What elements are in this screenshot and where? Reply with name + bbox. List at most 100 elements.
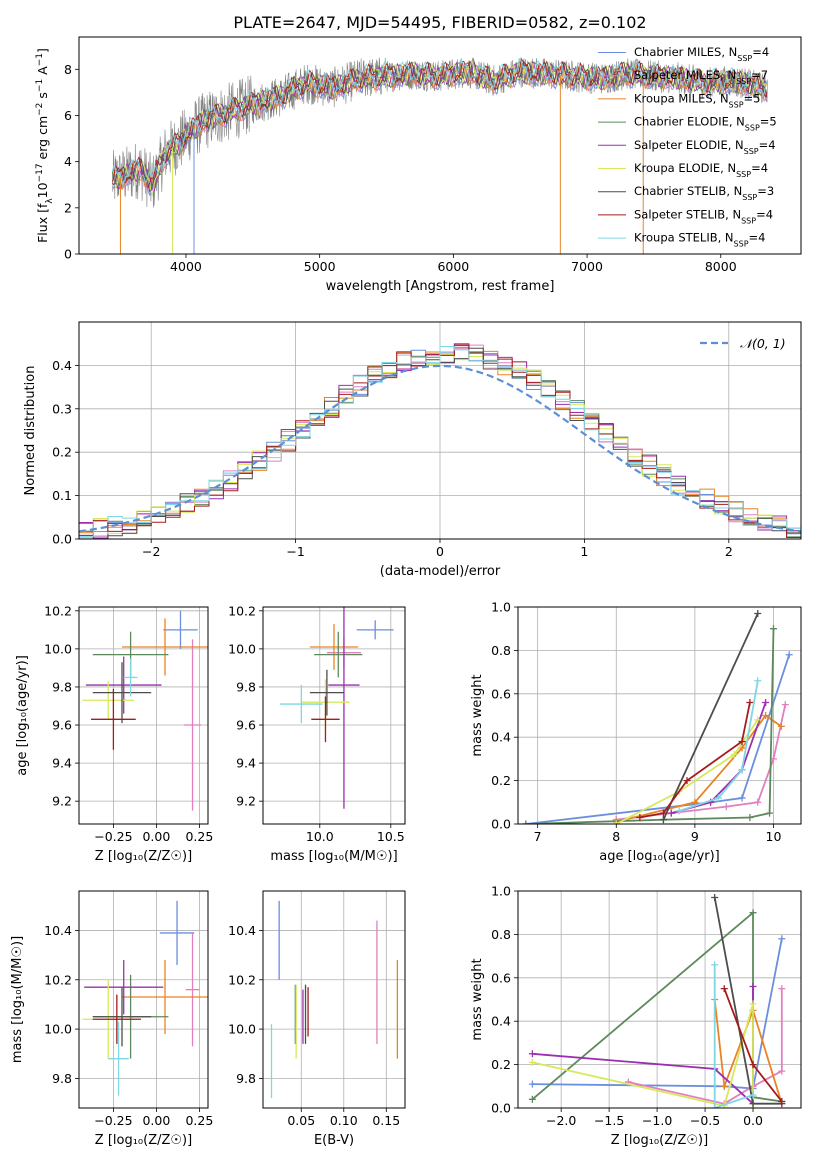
legend-label-part: =4 [749, 231, 766, 245]
age_vs_Z-frame [78, 606, 209, 825]
spectrum-xtick-label: 8000 [705, 259, 737, 274]
weight_vs_Z-xtick-label: −1.5 [594, 1113, 624, 1128]
legend-label-part: SSP [734, 239, 749, 248]
age_vs_Z-ytick-label: 9.4 [52, 756, 72, 771]
residuals-hist-kroupa_stelib [79, 346, 801, 538]
spectrum-model-line-kroupa_stelib [111, 57, 768, 186]
age_vs_mass-ytick-label: 9.4 [236, 756, 256, 771]
weight_vs_age-ytick-label: 0.4 [491, 730, 511, 745]
age_vs_mass-ytick-label: 9.2 [236, 794, 256, 809]
age_vs_mass-ytick-label: 10.0 [228, 641, 256, 656]
weight_vs_age-xtick-label: 9 [691, 829, 699, 844]
residuals-frame [78, 321, 802, 540]
legend-label-part: Salpeter MILES, N [634, 68, 736, 82]
legend-label-part: =4 [752, 45, 769, 59]
spectrum-xtick-label: 5000 [304, 259, 336, 274]
weight_vs_Z-point-kroupa_stelib [711, 961, 719, 969]
weight_vs_Z-series-kroupa_elodie [532, 1003, 754, 1108]
age_vs_mass-axes: 10.0 10.5 9.2 9.4 9.6 9.8 10.0 10.2 mass [log₁₀(… [228, 603, 405, 864]
weight_vs_Z-point-chabrier_miles [778, 935, 786, 943]
legend-label-part: Salpeter STELIB, N [634, 207, 741, 221]
weight_vs_Z-point-salpeter_elodie [528, 1050, 536, 1058]
weight_vs_Z-point-salpeter_stelib [749, 1061, 757, 1069]
legend-label: Chabrier STELIB, NSSP=3 [634, 184, 774, 202]
legend-label-part: Chabrier MILES, N [634, 45, 737, 59]
age_vs_mass-xtick-label: 10.5 [377, 829, 405, 844]
weight_vs_Z-point-salpeter_stelib [778, 1097, 786, 1105]
weight_vs_age-xlabel: age [log₁₀(age/yr)] [599, 849, 720, 864]
weight_vs_Z-point-chabrier_elodie [749, 909, 757, 917]
legend-label: Kroupa STELIB, NSSP=4 [634, 231, 765, 249]
weight_vs_Z-series-kroupa_stelib [713, 964, 754, 1108]
age_vs_mass-ytick-label: 9.6 [236, 718, 256, 733]
weight_vs_Z-xtick-label: −2.0 [546, 1113, 576, 1128]
mass_vs_EBV-ytick-label: 10.2 [228, 972, 256, 987]
residuals-ytick-label: 0.4 [52, 358, 72, 373]
spectrum-ylabel-part: A [35, 66, 50, 79]
weight_vs_age-ytick-label: 0.8 [491, 643, 511, 658]
mass_vs_Z-ytick-label: 10.4 [44, 923, 72, 938]
weight_vs_Z-point-chabrier_miles [528, 1080, 536, 1088]
legend-label: Salpeter ELODIE, NSSP=4 [634, 138, 776, 156]
weight_vs_age-point-chabrier_stelib [754, 610, 762, 618]
weight_vs_age-point-kroupa_stelib [675, 807, 683, 815]
weight_vs_age-point-kroupa_miles [762, 712, 770, 719]
spectrum-xtick-label: 4000 [170, 259, 202, 274]
weight_vs_Z-point-salpeter_elodie [749, 982, 757, 990]
legend-label-part: =5 [760, 115, 777, 129]
weight_vs_age-point-salpeter_stelib [659, 809, 667, 817]
mass_vs_Z-axes: −0.25 0.00 0.25 9.8 10.0 10.2 10.4 Z [log₁₀(Z/Z… [10, 891, 213, 1148]
age_vs_Z-xlabel: Z [log₁₀(Z/Z☉)] [95, 849, 192, 864]
mass_vs_EBV-ytick-label: 10.0 [228, 1022, 256, 1037]
residuals-ylabel: Normed distribution [23, 366, 38, 496]
weight_vs_Z-series-kroupa_miles [713, 999, 783, 1104]
legend-label-part: =3 [757, 184, 774, 198]
weight_vs_age-point-kroupa_miles [691, 798, 699, 806]
weight_vs_age-point-salpeter_miles [722, 803, 730, 811]
spectrum-ylabel-part: −2 [35, 103, 45, 116]
mass_vs_Z-xtick-label: 0.00 [142, 1113, 170, 1128]
spectrum-ylabel: Flux [fλ10−17 erg cm−2 s−1 A−1] [35, 48, 55, 243]
weight_vs_Z-ytick-label: 1.0 [491, 884, 511, 899]
legend-label: Kroupa MILES, NSSP=5 [634, 91, 760, 109]
weight_vs_age-point-chabrier_stelib [659, 816, 667, 824]
age_vs_Z-ylabel: age [log₁₀(age/yr)] [15, 655, 30, 776]
weight_vs_age-point-salpeter_stelib [746, 698, 754, 706]
weight_vs_age-ylabel: mass weight [470, 674, 485, 756]
age_vs_Z-ytick-label: 9.2 [52, 794, 72, 809]
mass_vs_Z-ytick-label: 10.0 [44, 1022, 72, 1037]
legend-label-part: SSP [736, 170, 751, 179]
weight_vs_age-point-kroupa_stelib [714, 794, 722, 802]
weight_vs_age-point-salpeter_stelib [738, 738, 746, 746]
age_vs_mass-ytick-label: 9.8 [236, 679, 256, 694]
weight_vs_age-point-salpeter_stelib [636, 813, 644, 821]
spectrum-ytick-label: 0 [64, 247, 72, 262]
weight_vs_age-series-chabrier_miles [525, 654, 791, 824]
weight_vs_Z-xtick-label: 0.0 [743, 1113, 763, 1128]
age_vs_Z-ytick-label: 9.8 [52, 679, 72, 694]
spectrum-ylabel-part: λ [45, 198, 55, 204]
weight_vs_age-point-kroupa_stelib [738, 766, 746, 774]
weight_vs_age-ytick-label: 1.0 [491, 600, 511, 615]
weight_vs_age-point-chabrier_miles [785, 651, 793, 659]
weight_vs_age-ytick-label: 0.2 [491, 773, 511, 788]
residuals-axes: −2 −1 0 1 2 0.0 0.1 0.2 0.3 0.4 (data-model)/error… [23, 322, 801, 579]
age_vs_Z-xtick-label: 0.00 [142, 829, 170, 844]
weight_vs_Z-point-kroupa_stelib [711, 1104, 719, 1108]
spectrum-xlabel: wavelength [Angstrom, rest frame] [326, 279, 555, 294]
spectrum-ytick-label: 6 [64, 108, 72, 123]
weight_vs_age-point-kroupa_elodie [730, 751, 738, 759]
residuals-xtick-label: 0 [436, 544, 444, 559]
legend-label-part: Kroupa MILES, N [634, 91, 729, 105]
weight_vs_age-xtick-label: 7 [534, 829, 542, 844]
weight_vs_Z-ylabel: mass weight [470, 958, 485, 1040]
weight_vs_age-point-salpeter_elodie [667, 809, 675, 817]
residuals-legend-label: 𝒩(0, 1) [740, 336, 786, 351]
legend-label-part: =4 [756, 207, 773, 221]
mass_vs_Z-xlabel: Z [log₁₀(Z/Z☉)] [95, 1133, 192, 1148]
mass_vs_EBV-axes: 0.05 0.10 0.15 9.8 10.0 10.2 10.4 E(B-V) [228, 891, 405, 1148]
weight_vs_age-xtick-label: 10 [766, 829, 782, 844]
spectrum-frame [78, 36, 802, 255]
legend-label-part: =7 [751, 68, 768, 82]
weight_vs_age-point-salpeter_stelib [683, 777, 691, 785]
